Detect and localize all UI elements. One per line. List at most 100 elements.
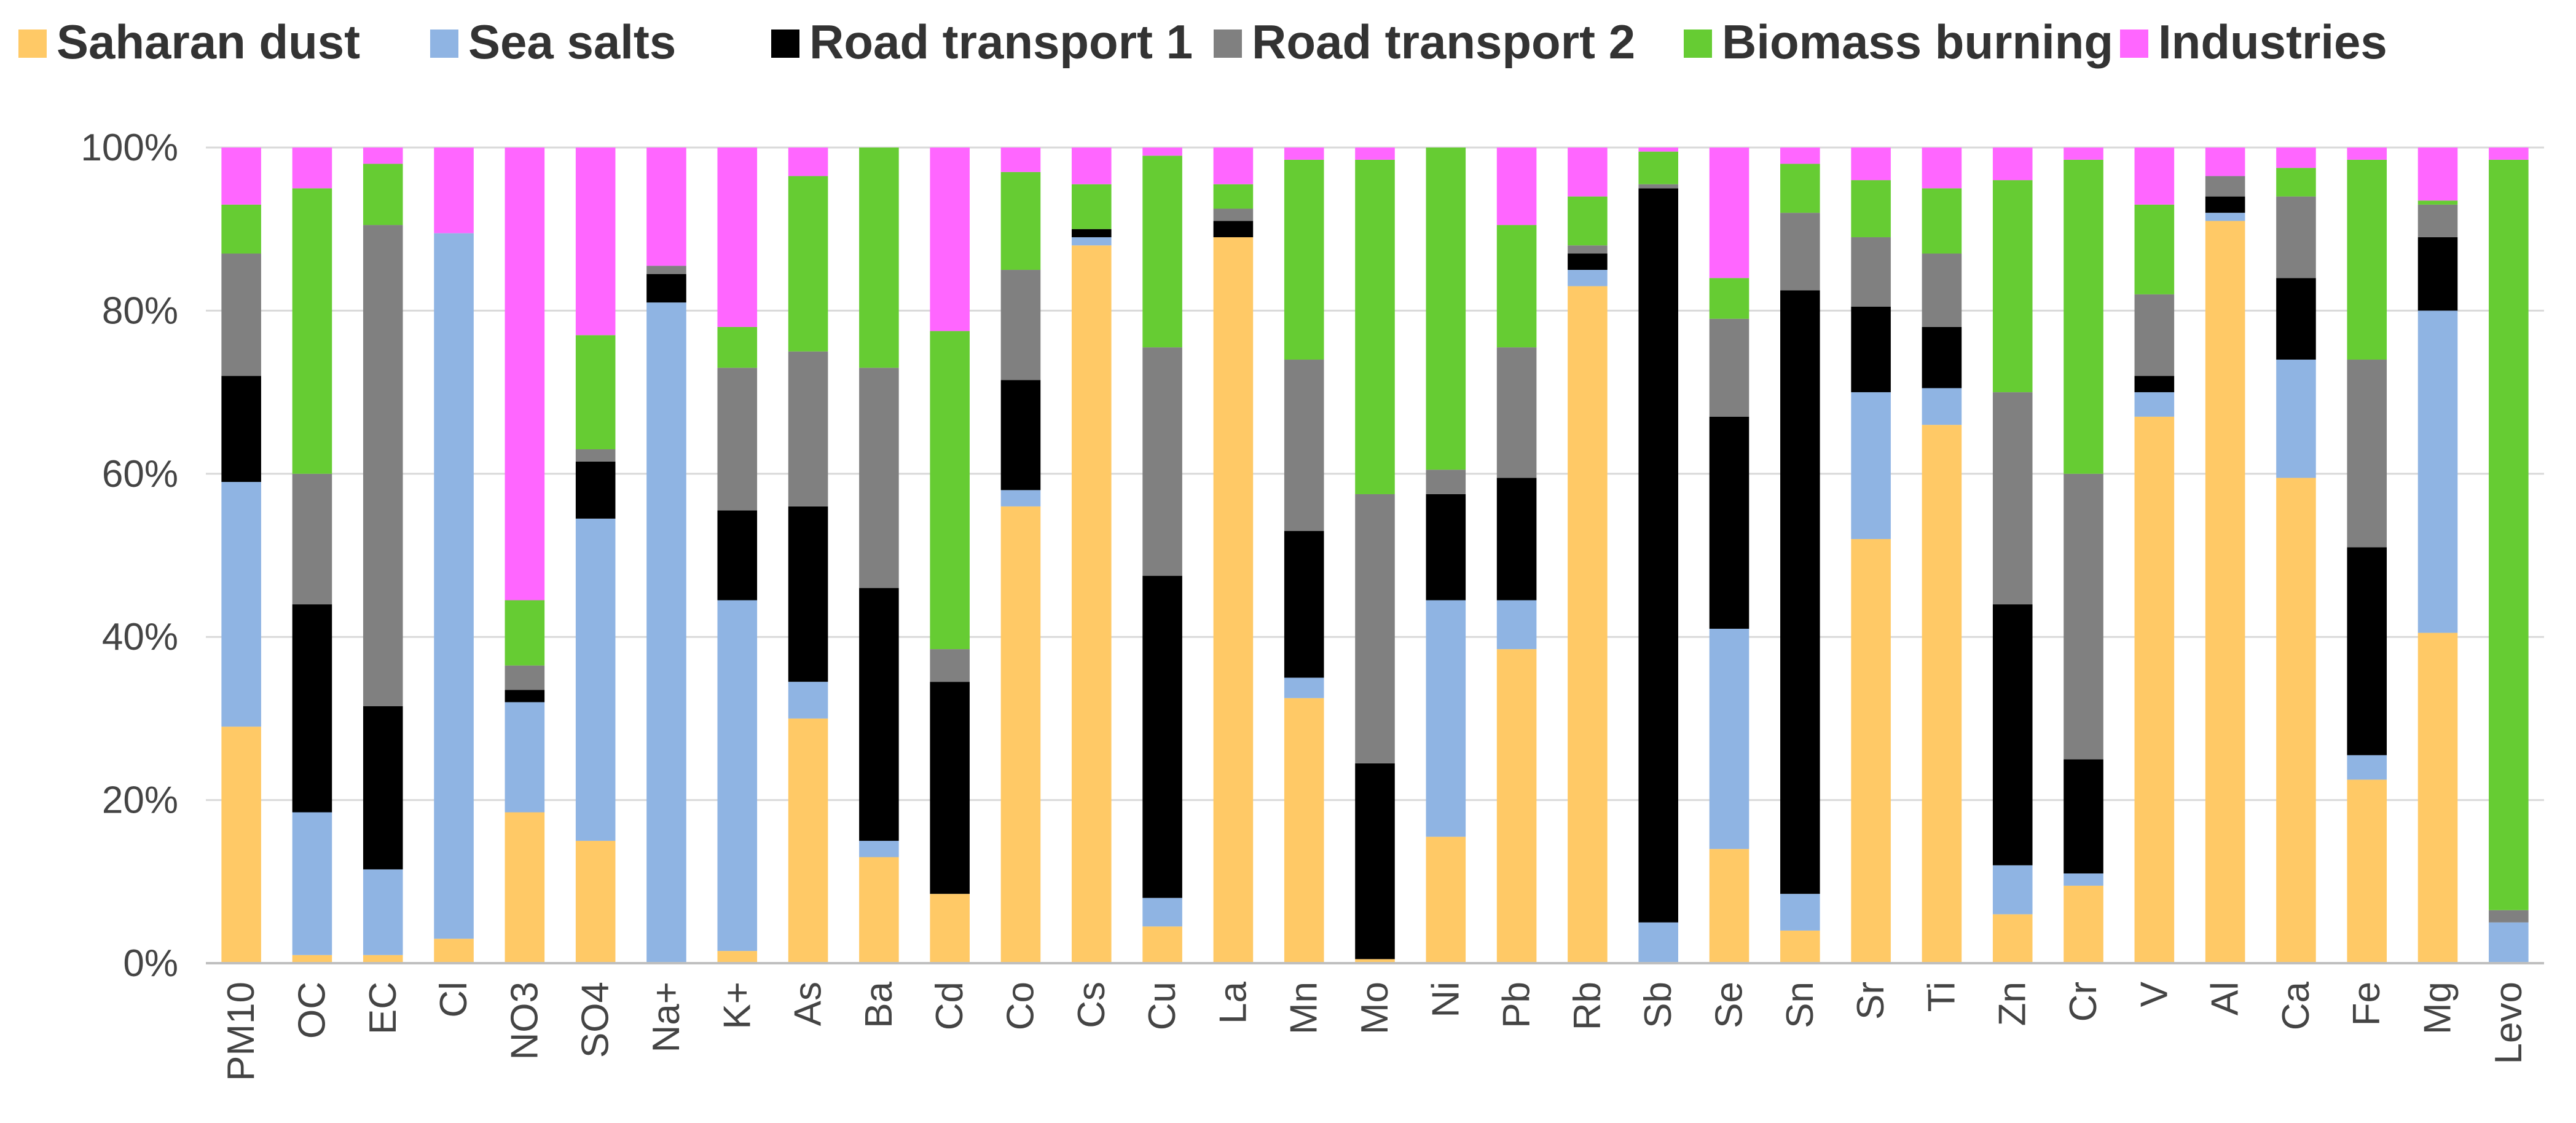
bar-cs-biomass-burning: [1072, 184, 1112, 229]
bar-ti-industries: [1922, 148, 1962, 189]
bar-ec-road-transport-1: [363, 706, 403, 870]
bar-ti-saharan-dust: [1922, 425, 1962, 963]
bar-sb-road-transport-1: [1638, 188, 1678, 923]
bar-zn-road-transport-1: [1992, 604, 2033, 865]
x-axis-labels: PM10 OC EC Cl NO3 SO4 Na+ K+ As Ba Cd Co Cs Cu La Mn Mo N…: [220, 981, 2530, 1081]
legend-item-sea-salts: Sea salts: [430, 15, 676, 69]
bar-zn-saharan-dust: [1992, 914, 2033, 963]
bar-zn-biomass-burning: [1992, 180, 2033, 393]
bar-oc-road-transport-2: [292, 473, 332, 605]
bar-pm10-industries: [221, 148, 261, 205]
bar-cd-road-transport-1: [930, 682, 970, 894]
bar-sb-road-transport-2: [1638, 184, 1678, 189]
bar-pm10-road-transport-2: [221, 253, 261, 376]
bar-pb-saharan-dust: [1496, 649, 1537, 963]
bar-stack-cs: [1072, 148, 1112, 963]
bar-sb-sea-salts: [1638, 922, 1678, 963]
bar-cr-saharan-dust: [2064, 885, 2103, 963]
bar-se-industries: [1709, 148, 1749, 278]
bar-cu-sea-salts: [1142, 897, 1182, 927]
legend-swatch-road-transport-1: [771, 30, 799, 58]
bar-stack-ni: [1426, 148, 1466, 963]
y-tick-label-4: 80%: [102, 290, 178, 332]
bar-cr-road-transport-1: [2064, 759, 2103, 874]
bar-so4-biomass-burning: [575, 335, 616, 449]
bar-so4-industries: [575, 148, 616, 336]
bar-al-industries: [2205, 148, 2245, 176]
bars: [221, 148, 2529, 964]
bar-rb-industries: [1568, 148, 1608, 197]
bar-se-saharan-dust: [1709, 849, 1749, 963]
x-tick-label-cl: Cl: [433, 982, 475, 1018]
bar-ec-biomass-burning: [363, 164, 403, 226]
bar-stack-cd: [930, 148, 970, 963]
bar-mg-biomass-burning: [2417, 200, 2458, 205]
legend-label-saharan-dust: Saharan dust: [57, 15, 360, 69]
bar-co-industries: [1000, 148, 1041, 172]
bar-ni-road-transport-2: [1426, 470, 1466, 494]
bar-al-road-transport-1: [2205, 196, 2245, 213]
bar-no3-industries: [505, 148, 545, 601]
bar-stack-se: [1709, 148, 1749, 963]
bar-stack-co: [1000, 148, 1041, 963]
bar-sn-biomass-burning: [1780, 164, 1820, 213]
bar-co-saharan-dust: [1000, 506, 1041, 963]
x-tick-label-cd: Cd: [929, 982, 971, 1030]
bar-as-industries: [788, 148, 828, 176]
bar-ec-saharan-dust: [363, 955, 403, 963]
bar-no3-biomass-burning: [505, 600, 545, 666]
bar-sr-saharan-dust: [1851, 538, 1891, 963]
legend-item-saharan-dust: Saharan dust: [18, 15, 360, 69]
bar-rb-sea-salts: [1568, 270, 1608, 286]
legend-item-road-transport-2: Road transport 2: [1214, 15, 1635, 69]
bar-mn-saharan-dust: [1284, 698, 1324, 963]
bar-la-road-transport-2: [1213, 208, 1254, 221]
bar-so4-sea-salts: [575, 518, 616, 841]
bar-mn-biomass-burning: [1284, 159, 1324, 360]
bar-levo-biomass-burning: [2489, 159, 2529, 910]
x-tick-label-cs: Cs: [1070, 982, 1113, 1028]
x-tick-label-so4: SO4: [575, 982, 617, 1058]
bar-stack-sr: [1851, 148, 1891, 963]
bar-mo-industries: [1355, 148, 1395, 160]
bar-v-sea-salts: [2134, 392, 2175, 417]
bar-stack-ec: [363, 148, 403, 963]
bar-ca-road-transport-2: [2276, 196, 2316, 278]
bar-mg-sea-salts: [2417, 310, 2458, 633]
bar-stack-sn: [1780, 148, 1820, 963]
bar-oc-saharan-dust: [292, 955, 332, 963]
bar-stack-ti: [1922, 148, 1962, 963]
x-tick-label-ca: Ca: [2275, 981, 2317, 1030]
bar-pm10-saharan-dust: [221, 727, 261, 963]
bar-stack-fe: [2347, 148, 2387, 963]
bar-mn-road-transport-1: [1284, 530, 1324, 678]
bar-sn-sea-salts: [1780, 894, 1820, 931]
bar-co-road-transport-1: [1000, 380, 1041, 491]
bar-na-plus-sea-salts: [646, 302, 686, 963]
bar-stack-al: [2205, 148, 2245, 964]
bar-cr-biomass-burning: [2064, 159, 2103, 474]
x-tick-label-oc: OC: [291, 982, 333, 1039]
bar-so4-saharan-dust: [575, 840, 616, 963]
bar-se-biomass-burning: [1709, 278, 1749, 319]
bar-cr-road-transport-2: [2064, 473, 2103, 760]
bar-v-road-transport-2: [2134, 294, 2175, 376]
bar-stack-na-plus: [646, 148, 686, 963]
bar-fe-saharan-dust: [2347, 779, 2387, 963]
bar-stack-zn: [1992, 148, 2033, 963]
bar-pb-road-transport-2: [1496, 347, 1537, 478]
x-tick-label-se: Se: [1708, 982, 1751, 1028]
bar-stack-la: [1213, 148, 1254, 964]
x-tick-label-mn: Mn: [1283, 982, 1325, 1034]
bar-al-saharan-dust: [2205, 221, 2245, 964]
bar-pm10-biomass-burning: [221, 204, 261, 254]
legend-label-road-transport-1: Road transport 1: [809, 15, 1193, 69]
bar-mn-road-transport-2: [1284, 360, 1324, 531]
x-tick-label-ba: Ba: [858, 981, 900, 1028]
x-tick-label-co: Co: [999, 982, 1042, 1030]
bar-zn-sea-salts: [1992, 865, 2033, 915]
bar-oc-industries: [292, 148, 332, 189]
x-tick-label-mg: Mg: [2417, 982, 2459, 1034]
bar-cr-industries: [2064, 148, 2103, 160]
legend-label-biomass-burning: Biomass burning: [1722, 15, 2113, 69]
